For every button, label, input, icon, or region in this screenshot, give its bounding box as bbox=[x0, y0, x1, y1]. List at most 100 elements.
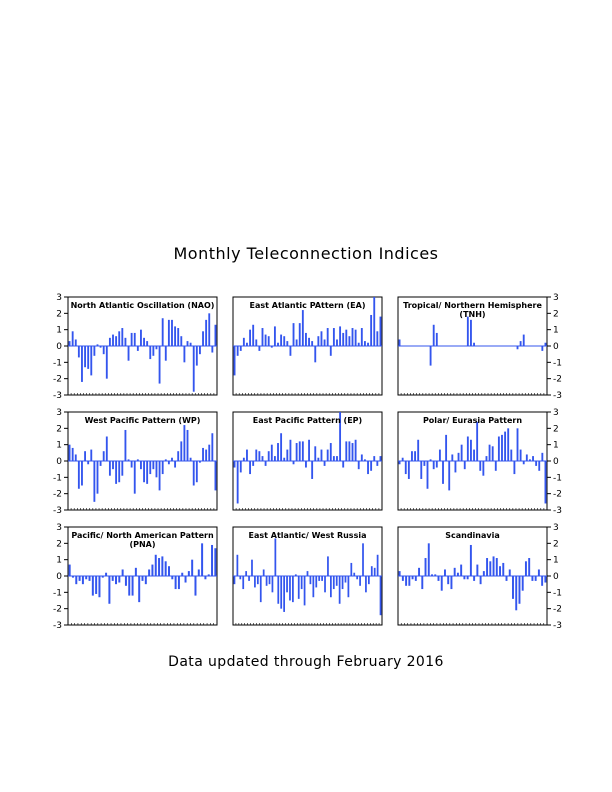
y-tick-label: -2 bbox=[553, 490, 562, 500]
bar bbox=[202, 447, 204, 461]
bar bbox=[138, 576, 141, 603]
y-tick-label: 0 bbox=[553, 572, 559, 582]
y-tick-label: -1 bbox=[53, 588, 62, 598]
bar bbox=[124, 576, 127, 586]
bar bbox=[93, 346, 96, 356]
bar bbox=[418, 567, 421, 576]
bar bbox=[254, 576, 256, 588]
bar bbox=[84, 346, 86, 368]
bar bbox=[373, 456, 376, 461]
bar bbox=[202, 331, 204, 346]
bar bbox=[454, 461, 457, 473]
bar bbox=[118, 576, 121, 583]
bar bbox=[519, 341, 522, 346]
y-tick-label: 3 bbox=[56, 293, 62, 303]
bar bbox=[186, 341, 189, 346]
bar bbox=[140, 461, 142, 470]
bar bbox=[314, 446, 317, 461]
y-tick-label: 1 bbox=[56, 556, 62, 566]
bar bbox=[208, 444, 211, 461]
y-tick-label: 3 bbox=[56, 523, 62, 533]
bar bbox=[311, 341, 314, 346]
y-tick-label: 2 bbox=[56, 309, 62, 319]
bar bbox=[541, 346, 544, 351]
bar bbox=[494, 461, 497, 471]
bar bbox=[448, 461, 451, 491]
bar bbox=[431, 574, 433, 576]
bar bbox=[411, 576, 414, 580]
bar bbox=[364, 341, 366, 346]
bar bbox=[249, 329, 251, 346]
bar bbox=[414, 576, 417, 581]
bar bbox=[327, 556, 329, 576]
bar bbox=[246, 449, 248, 461]
bar bbox=[339, 412, 342, 461]
bar bbox=[255, 449, 258, 461]
bar bbox=[398, 571, 401, 576]
bar bbox=[379, 576, 382, 616]
bar bbox=[242, 337, 245, 346]
bar bbox=[197, 569, 200, 576]
bar bbox=[289, 346, 292, 356]
bar bbox=[68, 341, 71, 346]
bar bbox=[108, 461, 111, 476]
bar bbox=[495, 558, 498, 576]
page-title: Monthly Teleconnection Indices bbox=[173, 244, 439, 263]
bar bbox=[189, 457, 192, 461]
bar bbox=[183, 346, 186, 363]
bar bbox=[136, 459, 139, 461]
bar bbox=[476, 421, 479, 461]
y-tick-label: 2 bbox=[56, 539, 62, 549]
bar bbox=[376, 461, 379, 466]
y-tick-label: 2 bbox=[553, 424, 559, 434]
bar bbox=[315, 576, 318, 588]
bar bbox=[497, 436, 500, 461]
y-tick-label: 1 bbox=[56, 326, 62, 336]
bar bbox=[423, 461, 426, 466]
bar bbox=[445, 434, 448, 461]
bar bbox=[155, 461, 158, 478]
bar bbox=[261, 328, 264, 346]
bar bbox=[544, 461, 547, 504]
y-tick-label: 0 bbox=[553, 457, 559, 467]
bar bbox=[437, 576, 440, 581]
bar bbox=[148, 569, 151, 576]
bar bbox=[249, 461, 251, 475]
bar bbox=[102, 451, 105, 461]
bar bbox=[256, 576, 259, 585]
bar bbox=[248, 576, 250, 581]
bar bbox=[373, 567, 376, 576]
bar bbox=[136, 346, 139, 351]
bar bbox=[301, 441, 304, 461]
bar bbox=[357, 461, 360, 470]
bar bbox=[525, 454, 528, 461]
bar bbox=[111, 576, 114, 581]
bar bbox=[105, 572, 108, 576]
y-tick-label: 1 bbox=[553, 556, 559, 566]
bar bbox=[305, 461, 307, 468]
bar bbox=[300, 576, 303, 590]
bar bbox=[317, 457, 320, 461]
bar bbox=[501, 434, 503, 461]
bar bbox=[186, 429, 189, 461]
bar bbox=[174, 461, 177, 468]
bar bbox=[456, 572, 459, 576]
y-tick-label: -1 bbox=[553, 473, 562, 483]
bar bbox=[258, 451, 261, 461]
bar bbox=[183, 425, 186, 461]
bar bbox=[473, 576, 476, 581]
bar bbox=[168, 566, 170, 576]
bar bbox=[214, 548, 217, 576]
bar bbox=[208, 313, 211, 346]
bar bbox=[502, 562, 505, 576]
bar bbox=[259, 576, 262, 603]
bar bbox=[404, 461, 407, 475]
bar bbox=[508, 569, 511, 576]
bar bbox=[401, 457, 404, 461]
bar bbox=[359, 576, 361, 586]
y-tick-label: -2 bbox=[53, 490, 62, 500]
bar bbox=[233, 461, 236, 468]
bar bbox=[171, 576, 174, 580]
bar bbox=[189, 342, 192, 346]
bar bbox=[303, 576, 306, 606]
